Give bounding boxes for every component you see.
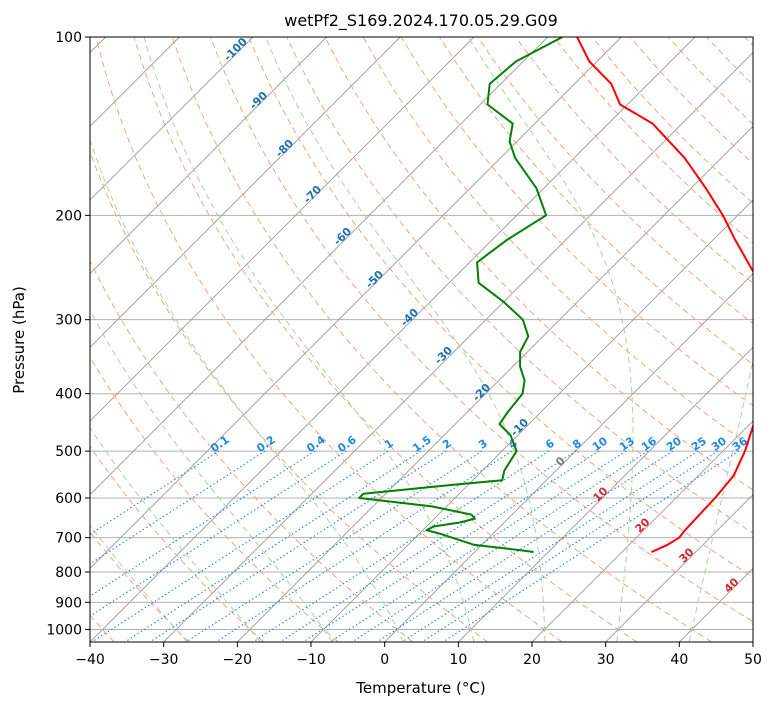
isotherm-line	[90, 37, 327, 275]
isotherm-line	[384, 273, 753, 642]
x-tick-label: −40	[75, 652, 105, 668]
y-tick-label: 400	[55, 387, 82, 403]
x-tick-label: −30	[149, 652, 179, 668]
x-tick-label: 50	[744, 652, 762, 668]
y-axis: 100 200 300 400 500 600 700 800 900 1000	[46, 30, 90, 638]
x-tick-label: −20	[223, 652, 253, 668]
x-axis: −40 −30 −20 −10 0 10 20 30 40 50	[75, 642, 762, 668]
y-tick-label: 1000	[46, 622, 82, 638]
x-tick-label: 20	[523, 652, 541, 668]
dry-adiabat-line	[286, 37, 753, 534]
x-tick-label: 0	[380, 652, 389, 668]
y-axis-title: Pressure (hPa)	[10, 286, 28, 394]
isotherm-line	[90, 37, 401, 348]
mixing-ratio-line	[149, 450, 447, 642]
moist-adiabat-lines	[90, 37, 753, 642]
temperature-profile-line	[576, 37, 753, 553]
isotherm-line	[90, 37, 254, 201]
dry-adiabat-line	[515, 37, 753, 284]
mixing-ratio-line	[91, 450, 389, 642]
dry-adiabat-line	[248, 37, 753, 578]
moist-adiabat-line	[688, 358, 753, 642]
isotherm-lines	[90, 37, 753, 642]
x-tick-label: 40	[670, 652, 688, 668]
y-tick-label: 700	[55, 531, 82, 547]
mixing-ratio-line	[124, 450, 422, 642]
x-axis-title: Temperature (°C)	[355, 679, 485, 697]
isotherm-line	[90, 37, 475, 422]
isotherm-line	[163, 52, 753, 642]
mixing-ratio-lines	[90, 450, 740, 642]
mixing-ratio-line	[351, 450, 649, 642]
isotherm-line	[605, 494, 753, 642]
x-tick-label: −10	[296, 652, 326, 668]
mixing-ratio-line	[185, 450, 483, 642]
plot-frame	[89, 36, 754, 643]
dry-adiabat-line	[90, 356, 339, 642]
mixing-ratio-line	[442, 450, 740, 642]
dry-adiabat-line	[324, 37, 753, 491]
isotherm-line	[90, 37, 622, 569]
mixing-ratio-line	[329, 450, 627, 642]
isotherm-line	[90, 37, 696, 642]
isotherm-line	[531, 420, 753, 642]
dry-adiabat-line	[210, 37, 753, 623]
mixing-ratio-line	[90, 450, 266, 565]
profile-series	[358, 37, 753, 553]
y-tick-label: 100	[55, 30, 82, 46]
mixing-ratio-line	[90, 450, 316, 597]
mixing-ratio-line	[421, 450, 719, 642]
y-tick-label: 300	[55, 313, 82, 329]
mixing-ratio-line	[279, 450, 577, 642]
dewpoint-profile-line	[358, 37, 563, 553]
y-tick-label: 800	[55, 565, 82, 581]
dry-adiabat-line	[90, 445, 264, 642]
dry-adiabat-lines	[90, 37, 753, 642]
y-tick-label: 500	[55, 444, 82, 460]
isotherm-line	[90, 37, 548, 496]
chart-title: wetPf2_S169.2024.170.05.29.G09	[284, 11, 558, 31]
mixing-ratio-line	[252, 450, 550, 642]
x-tick-label: 30	[597, 652, 615, 668]
mixing-ratio-line	[215, 450, 513, 642]
dry-adiabat-line	[171, 37, 712, 642]
dry-adiabat-line	[95, 37, 563, 642]
isotherm-line	[458, 346, 753, 642]
mixing-ratio-line	[401, 450, 699, 642]
moist-adiabat-line	[143, 37, 475, 642]
moist-adiabat-line	[90, 138, 404, 642]
mixing-ratio-line	[90, 450, 347, 617]
dry-adiabat-line	[90, 259, 414, 642]
mixing-ratio-line	[302, 450, 600, 642]
moist-adiabat-line	[467, 37, 634, 642]
mixing-ratio-line	[376, 450, 674, 642]
y-tick-label: 900	[55, 595, 82, 611]
x-tick-label: 10	[449, 652, 467, 668]
isotherm-line	[237, 125, 753, 642]
moist-adiabat-line	[90, 427, 261, 642]
moist-adiabat-line	[265, 37, 546, 642]
moist-adiabat-line	[90, 524, 188, 642]
y-tick-label: 200	[55, 208, 82, 224]
y-tick-label: 600	[55, 491, 82, 507]
